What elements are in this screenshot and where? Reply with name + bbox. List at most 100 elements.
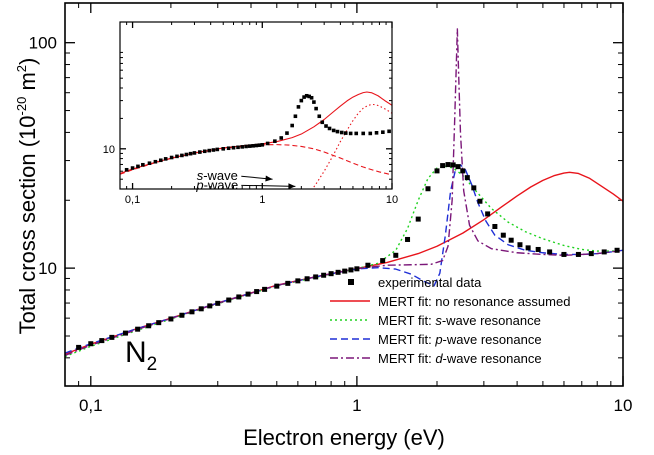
data-point	[434, 168, 440, 174]
data-point	[588, 251, 594, 257]
legend-label: MERT fit: p-wave resonance	[378, 332, 542, 347]
inset-data-point	[381, 130, 385, 134]
data-point	[415, 216, 421, 222]
annotation-arrow-head	[288, 183, 296, 190]
inset-data-point	[221, 147, 226, 151]
legend-label-prefix: MERT fit:	[378, 351, 435, 366]
annotation-s-wave: s-wave	[197, 168, 238, 183]
legend-label: MERT fit: d-wave resonance	[378, 351, 542, 366]
inset-data-point	[320, 120, 325, 125]
inset-x-tick-label: 10	[386, 194, 398, 206]
data-point	[485, 211, 491, 217]
inset-data-point	[307, 94, 312, 99]
x-axis-title: Electron energy (eV)	[243, 425, 445, 450]
data-point	[99, 338, 105, 344]
y-axis-title-close: )	[15, 58, 40, 65]
y-axis-title-exponent: -20	[14, 97, 29, 116]
data-point	[262, 286, 268, 292]
data-point	[321, 272, 327, 278]
data-point	[76, 344, 82, 350]
inset-data-point	[354, 131, 359, 136]
main-plot: 0,1 1 10 10 100	[29, 2, 633, 415]
inset-data-point	[136, 164, 140, 169]
species-label-main: N	[125, 336, 147, 369]
inset-data-point	[215, 147, 220, 152]
data-point	[179, 312, 185, 318]
data-point	[156, 320, 162, 326]
y-tick-label: 100	[29, 34, 57, 53]
annotation-s-wave-letter: s	[197, 168, 204, 183]
data-point	[135, 326, 141, 332]
species-label-subscript: 2	[147, 354, 158, 375]
legend-label-wave-letter: d	[435, 351, 443, 366]
legend-label: experimental data	[378, 275, 482, 290]
inset-data-point	[327, 126, 332, 131]
legend-label-prefix: MERT fit:	[378, 313, 435, 328]
inset-data-point	[147, 161, 152, 166]
inset-data-point	[335, 129, 340, 134]
annotation-p-wave-suffix: -wave	[204, 177, 239, 192]
legend-label-wave-letter: p	[434, 332, 442, 347]
inset-data-point	[304, 93, 309, 98]
inset-data-point	[387, 129, 391, 134]
data-point	[304, 276, 310, 282]
data-point	[471, 185, 477, 191]
legend-entry-mert-fit-p-wave-resonance: MERT fit: p-wave resonance	[330, 332, 542, 347]
annotation-arrow-head	[265, 175, 273, 182]
legend: experimental data MERT fit: no resonance …	[330, 275, 570, 366]
inset-data-point	[368, 131, 373, 136]
data-point	[460, 168, 466, 174]
data-point	[365, 262, 371, 268]
data-point	[354, 266, 360, 272]
inset-data-point	[312, 100, 316, 104]
data-point	[168, 316, 174, 322]
x-tick-label: 10	[614, 396, 633, 415]
inset-data-point	[188, 151, 193, 156]
data-point	[122, 330, 128, 336]
inset-data-point	[331, 128, 336, 133]
inset-data-point	[207, 148, 212, 153]
data-point	[464, 175, 470, 181]
species-label: N2	[125, 336, 157, 375]
inset-data-point	[374, 131, 379, 135]
data-point	[146, 323, 152, 329]
y-axis-title-unit: m	[15, 72, 40, 96]
inset-data-point	[273, 139, 277, 143]
series-line-mert-fit-s-wave-resonance	[65, 165, 623, 358]
data-point	[500, 232, 506, 238]
inset-frame	[119, 21, 393, 190]
inset-data-point	[236, 145, 240, 150]
inset-data-point	[211, 148, 216, 152]
inset-x-tick-label: 1	[259, 194, 265, 206]
y-tick-label: 10	[38, 259, 57, 278]
data-point	[342, 268, 348, 274]
inset-data-point	[296, 105, 301, 109]
inset-data-point	[198, 150, 202, 154]
inset-data-point	[169, 155, 174, 160]
data-point	[525, 245, 531, 251]
inset-data-point	[299, 98, 304, 103]
data-point	[575, 251, 581, 257]
inset-data-point	[285, 131, 289, 135]
inset-data-point	[124, 167, 129, 172]
legend-entry-mert-fit-d-wave-resonance: MERT fit: d-wave resonance	[330, 351, 542, 366]
inset-series-markers-experimental-data	[124, 93, 391, 172]
data-point	[88, 341, 94, 347]
data-point	[335, 269, 341, 275]
data-point	[440, 163, 446, 169]
inset-data-point	[265, 141, 270, 146]
inset-x-tick-label: 0,1	[125, 194, 140, 206]
inset-background	[120, 22, 392, 189]
legend-label: MERT fit: no resonance assumed	[378, 294, 570, 309]
legend-swatch-marker	[348, 279, 354, 285]
y-axis-title: Total cross section (10-20 m2)	[14, 58, 40, 335]
data-point	[601, 249, 607, 255]
legend-entry-mert-fit-s-wave-resonance: MERT fit: s-wave resonance	[330, 313, 541, 328]
inset-data-point	[260, 143, 265, 147]
data-point	[245, 291, 251, 297]
data-point	[450, 162, 456, 168]
series-markers-experimental-data	[76, 162, 620, 350]
data-point	[328, 271, 334, 277]
data-point	[215, 300, 221, 306]
